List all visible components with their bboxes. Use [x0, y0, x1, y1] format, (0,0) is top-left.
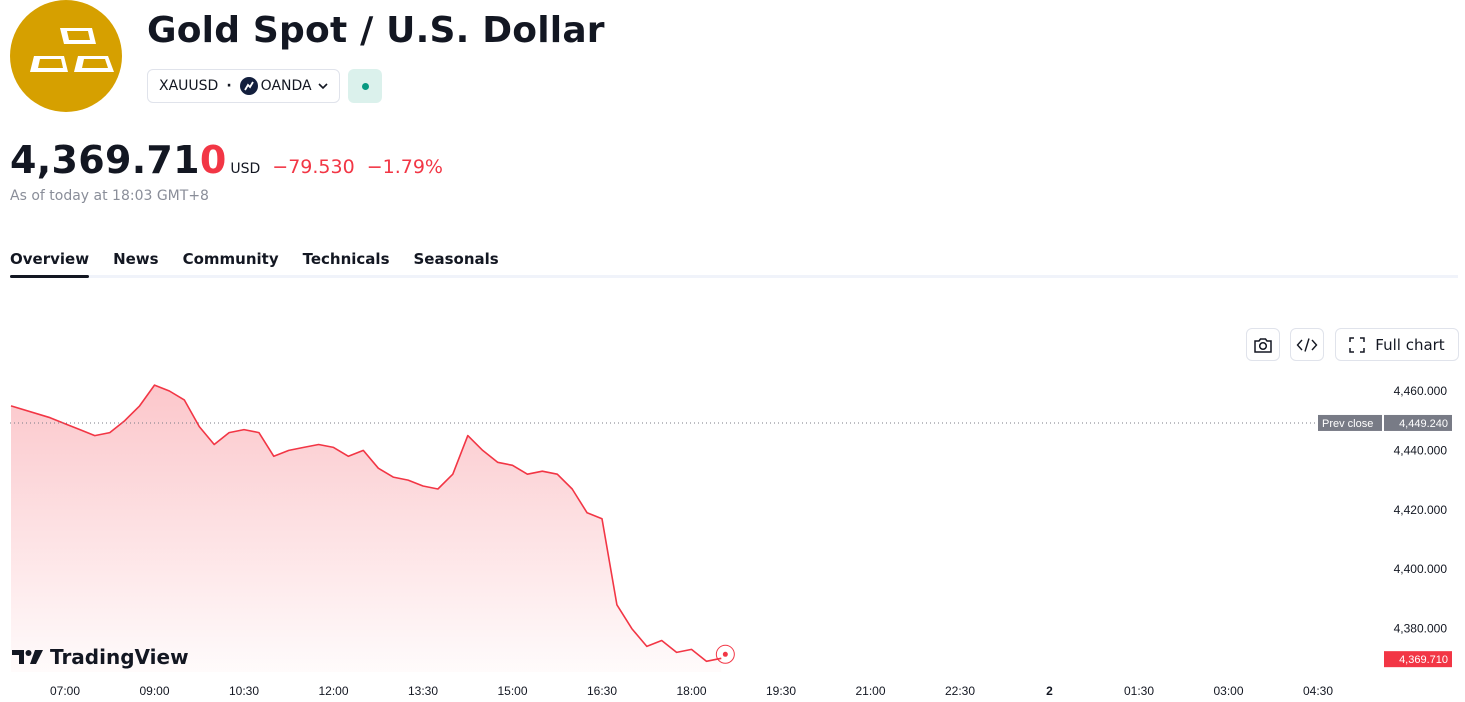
tab-community[interactable]: Community	[182, 250, 279, 268]
x-tick-label: 19:30	[766, 684, 796, 698]
prev-close-tag	[1318, 414, 1382, 431]
x-tick-label: 01:30	[1124, 684, 1154, 698]
tab-divider	[10, 275, 1458, 278]
x-tick-label: 13:30	[408, 684, 438, 698]
y-tick-label: 4,380.000	[1394, 622, 1448, 636]
gold-bars-icon	[30, 28, 114, 72]
y-tick-label: 4,460.000	[1394, 384, 1448, 398]
x-tick-label: 03:00	[1213, 684, 1243, 698]
x-tick-label: 16:30	[587, 684, 617, 698]
fullscreen-icon	[1349, 336, 1366, 353]
symbol-selector[interactable]: XAUUSD · OANDA	[147, 69, 340, 103]
y-tick-label: 4,440.000	[1394, 443, 1448, 457]
full-chart-button[interactable]: Full chart	[1335, 328, 1459, 361]
tradingview-watermark: TradingView	[12, 645, 189, 669]
last-price-tag	[1384, 651, 1452, 668]
x-tick-label: 21:00	[855, 684, 885, 698]
price-change-percent: −1.79%	[366, 156, 443, 178]
x-tick-label: 04:30	[1303, 684, 1333, 698]
x-tick-label: 15:00	[497, 684, 527, 698]
y-tick-label: 4,420.000	[1394, 503, 1448, 517]
price-chart[interactable]: Prev close 4,449.240 4,460.000 4,440.000 4,…	[0, 370, 1465, 702]
x-tick-label: 10:30	[229, 684, 259, 698]
broker-label: OANDA	[260, 78, 312, 94]
embed-button[interactable]	[1290, 328, 1324, 361]
last-price-dot	[722, 651, 728, 657]
last-price-marker	[715, 644, 735, 664]
last-price-value: 4,369.710	[1399, 654, 1448, 666]
price-currency: USD	[230, 161, 261, 177]
gold-logo	[10, 0, 122, 112]
prev-close-label: Prev close	[1322, 418, 1373, 430]
x-tick-label: 12:00	[318, 684, 348, 698]
prev-close-value-tag	[1384, 414, 1452, 431]
snapshot-button[interactable]	[1246, 328, 1280, 361]
oanda-logo-icon	[239, 77, 258, 95]
x-tick-label: 18:00	[676, 684, 706, 698]
price-value: 4,369.71	[10, 138, 200, 182]
tab-technicals[interactable]: Technicals	[302, 250, 390, 268]
x-tick-label: 2	[1046, 684, 1053, 698]
prev-close-value: 4,449.240	[1399, 418, 1448, 430]
y-tick-label: 4,400.000	[1394, 562, 1448, 576]
watermark-text: TradingView	[50, 645, 189, 669]
price-last-digit: 0	[199, 138, 227, 182]
market-status-badge[interactable]	[348, 69, 382, 103]
chevron-down-icon	[318, 78, 328, 94]
tab-seasonals[interactable]: Seasonals	[413, 250, 499, 268]
price-area-fill	[11, 385, 722, 672]
x-tick-label: 07:00	[50, 684, 80, 698]
x-tick-label: 22:30	[945, 684, 975, 698]
tab-overview[interactable]: Overview	[10, 250, 90, 278]
as-of-timestamp: As of today at 18:03 GMT+8	[10, 188, 209, 204]
status-dot-icon	[362, 83, 369, 90]
full-chart-label: Full chart	[1375, 335, 1445, 354]
ticker-label: XAUUSD	[159, 78, 219, 94]
tab-news[interactable]: News	[113, 250, 159, 268]
code-icon	[1296, 337, 1318, 352]
page-title: Gold Spot / U.S. Dollar	[147, 10, 605, 51]
tradingview-logo-icon	[12, 650, 43, 664]
price-change: −79.530	[272, 156, 355, 178]
price-row: 4,369.71 0 USD −79.530 −1.79%	[10, 138, 443, 182]
tab-bar: Overview News Community Technicals Seaso…	[10, 250, 523, 278]
x-tick-label: 09:00	[139, 684, 169, 698]
separator-dot: ·	[226, 78, 232, 94]
camera-icon	[1254, 337, 1272, 353]
price-line	[10, 384, 722, 663]
